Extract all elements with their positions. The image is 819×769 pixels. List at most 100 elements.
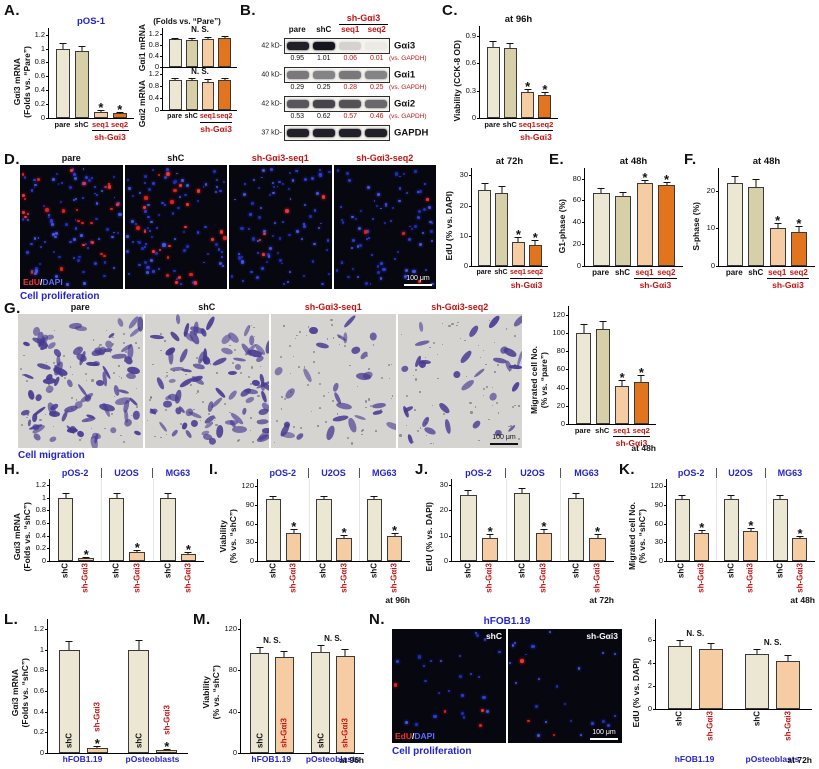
membrane-pore [63,377,67,380]
bracket-line [767,278,809,279]
stained-cell [249,335,254,346]
membrane-pore [240,371,243,375]
error-bar [464,490,472,496]
x-label: shC [775,563,785,579]
y-tick [653,709,656,710]
significance-star: * [638,364,644,380]
membrane-pore [118,375,120,377]
cell-dot [263,232,266,236]
bar [503,47,517,118]
cell-dot [61,181,64,184]
significance-star: * [164,738,170,754]
stained-cell [44,384,55,395]
significance-star: * [532,230,538,246]
cell-dot [577,667,581,671]
stained-cell [178,347,190,364]
vs-gapdh-note: (vs. GAPDH) [389,113,427,120]
cell-dot [531,645,535,649]
cell-dot [303,275,306,278]
group-separator [308,468,310,478]
y-tick [160,98,163,100]
cell-dot [602,720,605,723]
membrane-pore [494,371,496,373]
cell-dot [21,172,25,176]
membrane-pore [325,420,327,423]
y-tick [566,424,569,425]
significance-star: * [595,524,601,540]
y-axis-label-line: (% vs. “shC”) [637,509,647,564]
group-separator [765,468,767,478]
stained-cell [66,378,74,389]
bar [316,498,332,561]
cell-dot [417,191,420,194]
significance-star: * [341,524,347,540]
bracket-line [612,436,651,437]
bar [593,192,610,266]
membrane-pore [331,323,333,326]
cell-dot [45,208,49,212]
stained-cell [459,378,476,393]
membrane-pore [313,361,315,363]
membrane-pore [482,349,485,351]
error-bar [97,110,105,113]
membrane-pore [237,440,240,443]
cell-dot [266,253,270,256]
protein-name: Gαi2 [394,98,416,110]
x-label: shC [268,563,278,579]
cell-dot [431,282,434,286]
significance-star: * [94,735,100,751]
panel-label-C: C. [442,2,458,19]
membrane-pore [356,385,358,387]
cell-dot [174,280,178,284]
cell-dot [189,272,193,277]
cell-dot [58,255,61,259]
stained-cell [227,389,239,401]
y-tick-label: 1.2 [34,29,45,39]
bar [185,80,198,110]
bar [286,533,302,561]
cell-dot [272,186,275,189]
membrane-pore [496,364,499,367]
cell-dot [392,207,395,210]
y-tick [45,649,48,651]
cell-dot [82,196,85,199]
y-tick [45,711,48,713]
membrane-pore [373,344,375,346]
corner-label-shc: shC [485,631,502,641]
y-axis-label: Gαi3 mRNA (Folds vs. “shC”) [12,467,32,606]
protein-band [365,71,387,79]
lane-label: shC [316,25,332,34]
membrane-pore [459,337,462,340]
chart-plot: 0 10 20 * * [707,168,815,270]
cell-dot [145,242,147,245]
error-bar [221,78,229,81]
cell-dot [418,190,422,194]
y-axis-label-line: EdU (% vs. DAPI) [444,191,454,261]
y-tick [255,561,258,562]
chart-main: 0 20 40 60 80 100 120 * * pare shC seq1 seq2 sh-Gαi3 [549,306,656,454]
x-bracket: sh-Gαi3 [48,130,134,148]
cell-dot [178,196,182,199]
cell-dot [476,634,480,638]
x-bracket: sh-Gαi3 [568,436,656,454]
cell-dot [27,218,30,221]
cell-dot [475,631,478,635]
membrane-pore [79,439,81,441]
stained-cell [184,429,193,440]
bar [486,46,500,118]
cell-dot [414,170,417,173]
membrane-pore [45,361,48,364]
cell-dot [73,176,77,180]
membrane-pore [23,354,25,357]
cell-dot [369,282,372,285]
cell-dot [296,230,299,234]
band-quantification: 0.29 0.25 0.28 0.25 (vs. GAPDH) [284,84,426,94]
bracket-line [510,278,544,279]
y-axis-label: Viability (% vs. “shC”) [218,467,238,606]
bar [129,552,146,561]
image-label-sh-gai3-seq1: sh-Gαi3-seq1 [251,153,309,163]
group-labels: hFOB1.19 pOsteoblasts [240,754,364,766]
migration-image-labels: pare shC sh-Gαi3-seq1 sh-Gαi3-seq2 [18,301,522,313]
significance-star: * [797,525,803,541]
membrane-pore [505,328,508,330]
